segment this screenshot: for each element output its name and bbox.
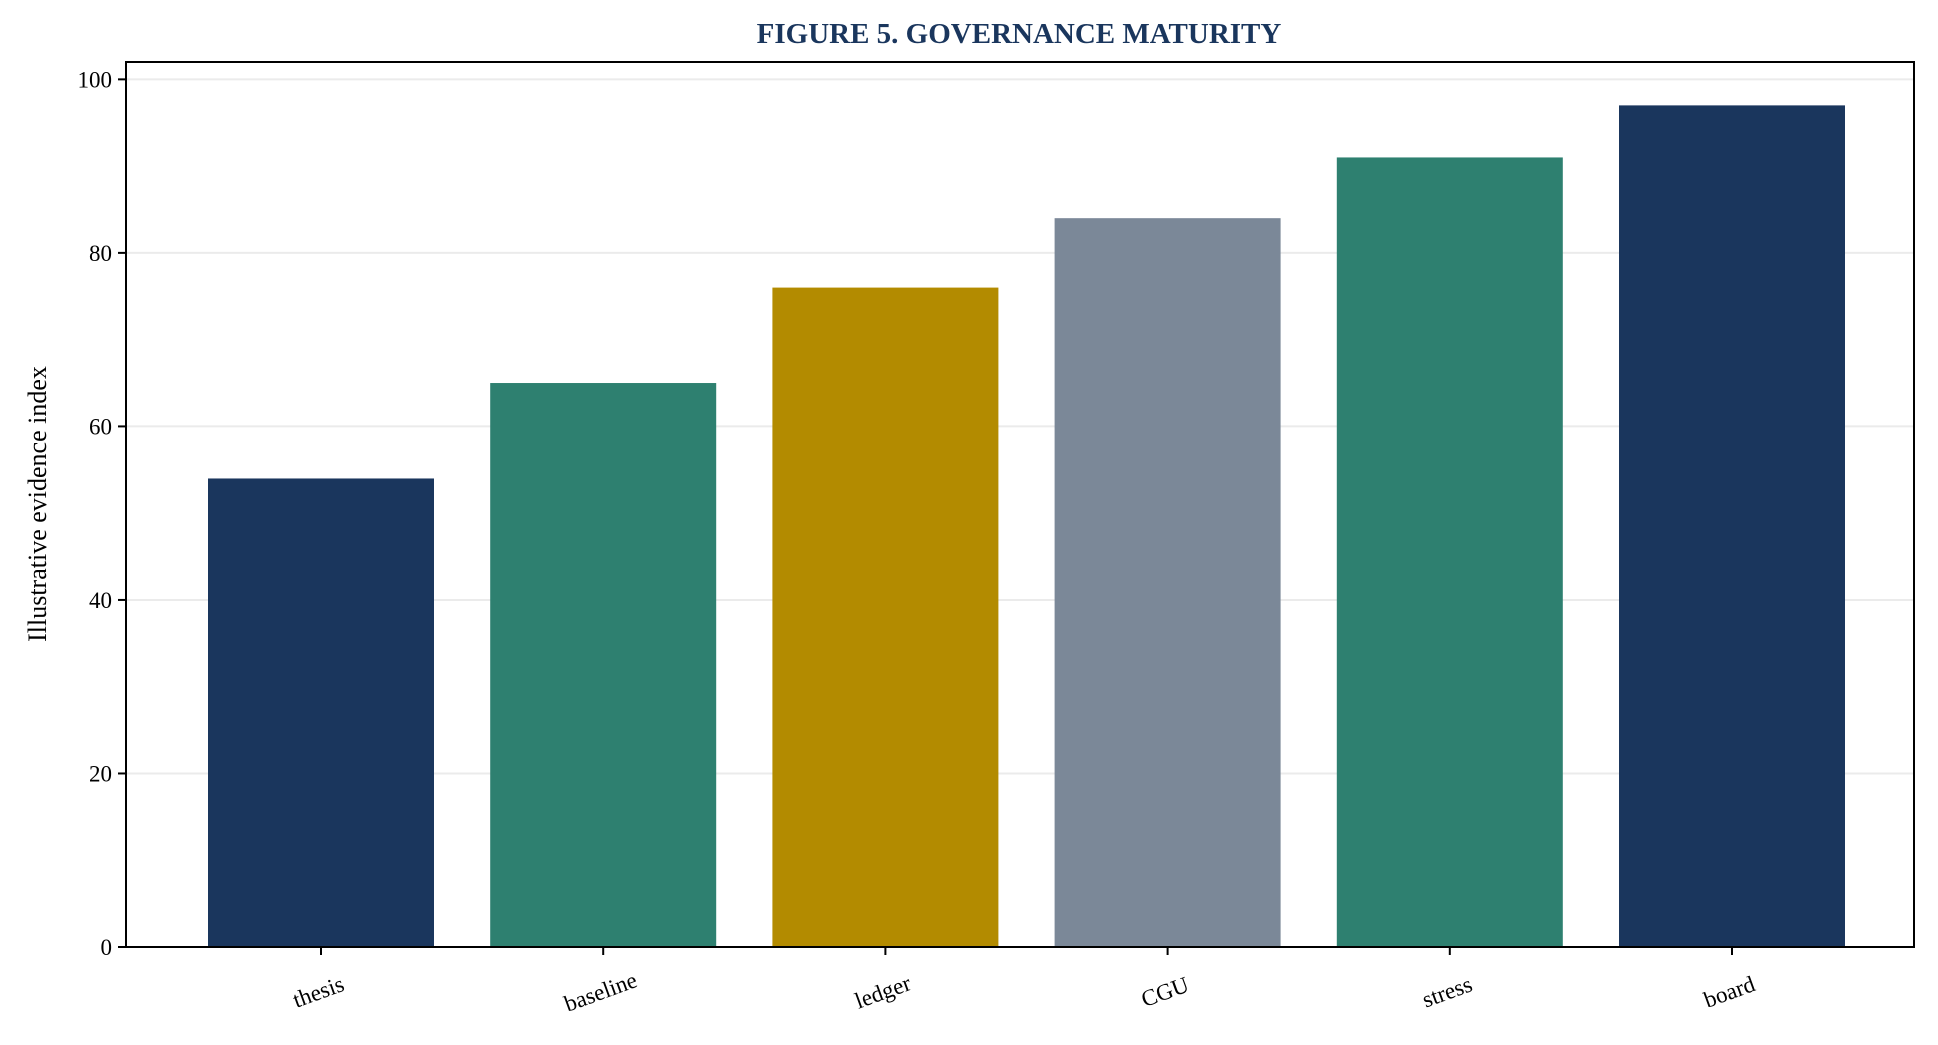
- x-axis-ticks: thesis baseline ledger CGU stress board: [290, 947, 1759, 1017]
- bars: [208, 105, 1845, 948]
- bar-ledger: [772, 287, 999, 947]
- bar-thesis: [208, 478, 434, 947]
- x-tick-label: ledger: [852, 970, 915, 1013]
- plot-frame: [125, 61, 1915, 948]
- y-axis-ticks: 0 20 40 60 80 100: [78, 67, 126, 960]
- y-tick-label: 80: [89, 241, 112, 266]
- y-tick-label: 0: [101, 935, 113, 960]
- y-tick-label: 20: [89, 761, 112, 786]
- bar-baseline: [490, 383, 717, 947]
- x-tick-label: thesis: [290, 971, 348, 1012]
- bar-board: [1619, 105, 1845, 948]
- x-tick-label: stress: [1419, 971, 1476, 1012]
- y-axis-label: Illustrative evidence index: [23, 366, 52, 642]
- x-tick-label: CGU: [1138, 972, 1193, 1012]
- x-tick-label: baseline: [561, 967, 640, 1016]
- y-tick-label: 100: [78, 67, 113, 92]
- x-tick-label: board: [1701, 971, 1759, 1013]
- y-tick-label: 40: [89, 588, 112, 613]
- chart-title: FIGURE 5. GOVERNANCE MATURITY: [757, 18, 1282, 50]
- bar-stress: [1336, 157, 1563, 948]
- y-tick-label: 60: [89, 414, 112, 439]
- bar-cgu: [1054, 218, 1281, 948]
